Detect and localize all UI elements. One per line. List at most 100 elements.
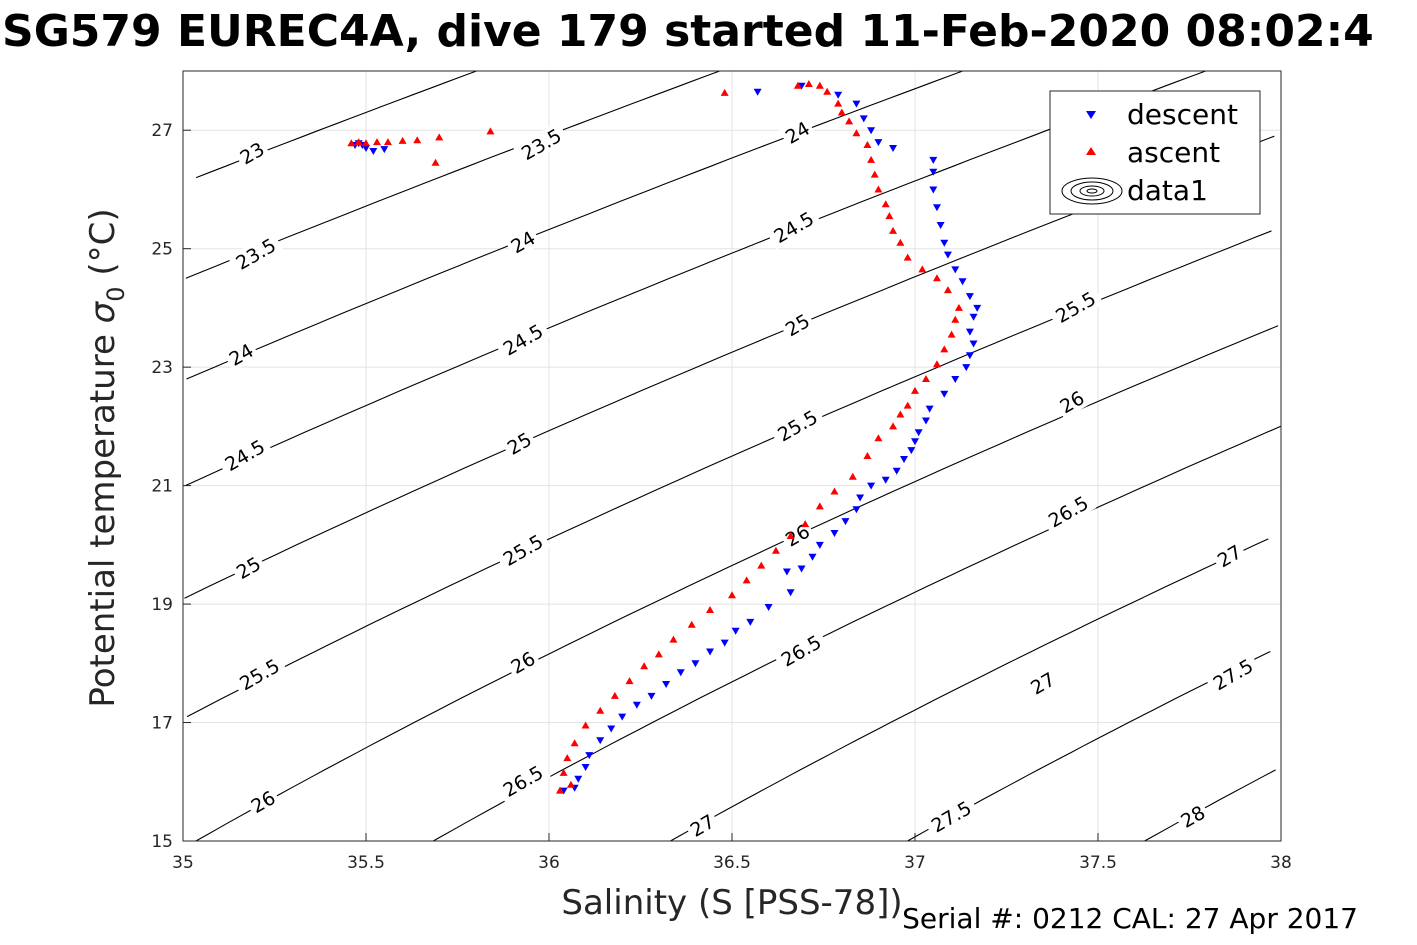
descent-point bbox=[889, 145, 898, 152]
ascent-point bbox=[654, 650, 663, 658]
contour-label-background bbox=[500, 426, 538, 461]
series-ascent bbox=[347, 80, 963, 794]
contour-label: 27.5 bbox=[1204, 651, 1261, 697]
ascent-point bbox=[918, 265, 927, 273]
contour-label-background bbox=[1204, 651, 1261, 697]
descent-point bbox=[932, 204, 941, 212]
ascent-point bbox=[581, 721, 590, 729]
ascent-point bbox=[570, 739, 579, 747]
contour-label-text: 23 bbox=[237, 138, 269, 169]
descent-point bbox=[892, 467, 901, 475]
descent-point bbox=[907, 447, 916, 455]
ascent-point bbox=[786, 531, 795, 539]
ascent-point bbox=[815, 81, 824, 89]
descent-point bbox=[753, 88, 762, 96]
contour-label-background bbox=[1024, 666, 1062, 701]
contour-label-background bbox=[233, 136, 271, 171]
ascent-point bbox=[830, 487, 839, 495]
descent-point bbox=[815, 541, 824, 549]
ascent-point bbox=[885, 212, 894, 220]
data-series bbox=[347, 80, 982, 795]
descent-point bbox=[852, 100, 861, 108]
contour-line-24 bbox=[186, 70, 963, 380]
contour-label: 25 bbox=[778, 307, 816, 342]
descent-point bbox=[951, 376, 960, 383]
contour-label-background bbox=[772, 628, 830, 674]
contour-label-background bbox=[765, 204, 822, 250]
legend-ascent-marker bbox=[1086, 147, 1096, 155]
x-tick-label: 36 bbox=[538, 853, 560, 873]
contour-label-background bbox=[1210, 538, 1248, 573]
ascent-point bbox=[834, 99, 843, 107]
ascent-point bbox=[728, 591, 736, 599]
descent-point bbox=[720, 639, 729, 647]
contour-label-background bbox=[1040, 488, 1097, 534]
contour-label-background bbox=[222, 337, 260, 372]
ascent-point bbox=[669, 635, 678, 643]
contour-label: 26.5 bbox=[494, 758, 551, 804]
descent-point bbox=[936, 222, 945, 229]
ascent-point bbox=[610, 691, 619, 699]
ascent-point bbox=[815, 502, 824, 510]
contour-label: 27 bbox=[1024, 666, 1062, 701]
descent-point bbox=[874, 139, 883, 147]
ascent-point bbox=[757, 561, 766, 569]
descent-point bbox=[369, 147, 378, 155]
y-axis-label-sigma: σ bbox=[83, 300, 123, 323]
contour-line-24-5 bbox=[185, 70, 1206, 487]
contour-label: 24 bbox=[778, 115, 816, 150]
y-tick-label: 17 bbox=[151, 714, 173, 734]
ascent-point bbox=[823, 87, 832, 95]
descent-point bbox=[951, 266, 960, 274]
contour-label-text: 27 bbox=[1027, 668, 1059, 699]
legend-data1-label: data1 bbox=[1127, 174, 1208, 207]
descent-point bbox=[940, 390, 949, 398]
ascent-point bbox=[742, 576, 751, 584]
descent-point bbox=[856, 494, 865, 502]
descent-point bbox=[914, 429, 923, 437]
contour-label-text: 24 bbox=[226, 340, 258, 371]
x-tick-label: 36.5 bbox=[713, 853, 751, 873]
y-tick-label: 27 bbox=[151, 121, 173, 141]
descent-point bbox=[830, 530, 839, 537]
contour-label-background bbox=[1053, 384, 1091, 419]
contour-label-background bbox=[1047, 284, 1104, 330]
ascent-point bbox=[870, 170, 879, 178]
contour-label-background bbox=[504, 224, 542, 259]
ascent-point bbox=[431, 158, 440, 166]
y-tick-label: 19 bbox=[151, 595, 173, 615]
y-axis-label-subscript: 0 bbox=[102, 286, 130, 301]
x-tick-label: 37.5 bbox=[1079, 853, 1117, 873]
contour-label: 26.5 bbox=[1040, 488, 1097, 534]
contour-label: 25.5 bbox=[769, 403, 826, 449]
ascent-point bbox=[889, 422, 898, 430]
y-tick-label: 25 bbox=[151, 240, 173, 260]
contour-label-background bbox=[216, 432, 273, 478]
ascent-point bbox=[874, 434, 883, 442]
descent-point bbox=[574, 775, 583, 783]
ascent-point bbox=[804, 80, 813, 88]
contour-label-background bbox=[244, 784, 282, 819]
ascent-point bbox=[354, 138, 363, 146]
contour-label-background bbox=[494, 527, 551, 573]
contour-label-text: 27 bbox=[1214, 541, 1246, 572]
descent-point bbox=[943, 251, 952, 259]
ascent-point bbox=[889, 226, 898, 234]
contour-label-text: 28 bbox=[1177, 802, 1209, 833]
contour-label: 26 bbox=[1053, 384, 1091, 419]
ascent-point bbox=[372, 138, 381, 146]
y-tick-label: 23 bbox=[151, 358, 173, 378]
x-tick-label: 38 bbox=[1270, 853, 1292, 873]
contour-label-background bbox=[229, 550, 267, 585]
ascent-point bbox=[793, 81, 802, 89]
y-axis-label: Potential temperature σ0 (°C) bbox=[83, 208, 130, 707]
legend-descent-marker bbox=[1086, 111, 1096, 119]
contour-label-text: 26 bbox=[248, 787, 280, 818]
y-axis-label-main: Potential temperature bbox=[83, 323, 123, 707]
y-tick-label: 21 bbox=[151, 477, 173, 497]
contour-label: 26 bbox=[504, 645, 542, 680]
ascent-point bbox=[837, 108, 846, 116]
y-axis-ticks: 15 17 19 21 23 25 27 bbox=[151, 121, 191, 852]
contour-label: 27 bbox=[683, 808, 721, 843]
contour-label-background bbox=[769, 403, 826, 449]
